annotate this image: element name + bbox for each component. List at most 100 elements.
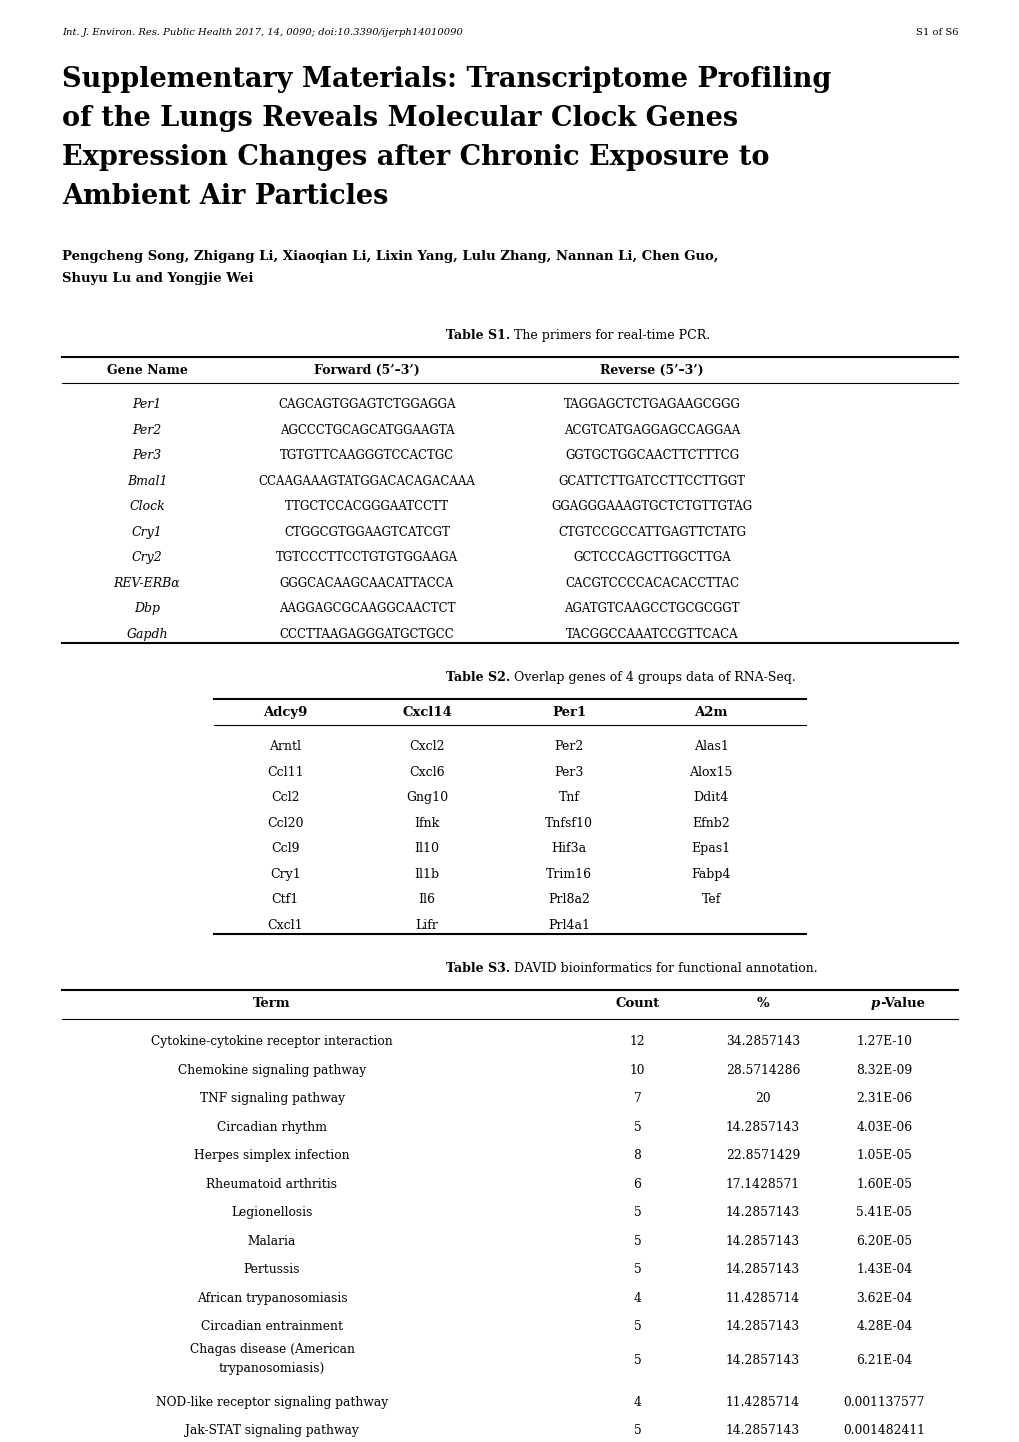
Text: Forward (5’–3’): Forward (5’–3’) bbox=[314, 363, 420, 376]
Text: TNF signaling pathway: TNF signaling pathway bbox=[200, 1092, 344, 1105]
Text: The primers for real-time PCR.: The primers for real-time PCR. bbox=[510, 329, 709, 342]
Text: Per3: Per3 bbox=[132, 450, 161, 463]
Text: Rheumatoid arthritis: Rheumatoid arthritis bbox=[206, 1178, 337, 1191]
Text: Malaria: Malaria bbox=[248, 1234, 296, 1247]
Text: 14.2857143: 14.2857143 bbox=[726, 1321, 799, 1334]
Text: GCATTCTTGATCCTTCCTTGGT: GCATTCTTGATCCTTCCTTGGT bbox=[558, 474, 745, 487]
Text: Clock: Clock bbox=[129, 500, 165, 513]
Text: 1.27E-10: 1.27E-10 bbox=[856, 1035, 911, 1048]
Text: 4: 4 bbox=[633, 1396, 641, 1409]
Text: Ifnk: Ifnk bbox=[414, 818, 439, 831]
Text: Bmal1: Bmal1 bbox=[126, 474, 167, 487]
Text: GGAGGGAAAGTGCTCTGTTGTAG: GGAGGGAAAGTGCTCTGTTGTAG bbox=[551, 500, 752, 513]
Text: Il10: Il10 bbox=[415, 842, 439, 855]
Text: 3.62E-04: 3.62E-04 bbox=[855, 1292, 912, 1305]
Text: GGGCACAAGCAACATTACCA: GGGCACAAGCAACATTACCA bbox=[279, 577, 453, 590]
Text: 14.2857143: 14.2857143 bbox=[726, 1120, 799, 1133]
Text: Prl4a1: Prl4a1 bbox=[547, 919, 590, 932]
Text: Shuyu Lu and Yongjie Wei: Shuyu Lu and Yongjie Wei bbox=[62, 273, 254, 286]
Text: Count: Count bbox=[614, 998, 659, 1011]
Text: Ccl2: Ccl2 bbox=[271, 792, 300, 805]
Text: A2m: A2m bbox=[694, 707, 728, 720]
Text: Il6: Il6 bbox=[418, 894, 435, 907]
Text: Gapdh: Gapdh bbox=[126, 627, 167, 640]
Text: ACGTCATGAGGAGCCAGGAA: ACGTCATGAGGAGCCAGGAA bbox=[564, 424, 740, 437]
Text: 5.41E-05: 5.41E-05 bbox=[856, 1207, 911, 1220]
Text: Ctf1: Ctf1 bbox=[271, 894, 299, 907]
Text: CCAAGAAAGTATGGACACAGACAAA: CCAAGAAAGTATGGACACAGACAAA bbox=[258, 474, 475, 487]
Text: Chagas disease (American: Chagas disease (American bbox=[190, 1343, 355, 1355]
Text: Adcy9: Adcy9 bbox=[263, 707, 307, 720]
Text: 34.2857143: 34.2857143 bbox=[726, 1035, 799, 1048]
Text: AGCCCTGCAGCATGGAAGTA: AGCCCTGCAGCATGGAAGTA bbox=[279, 424, 453, 437]
Text: CTGGCGTGGAAGTCATCGT: CTGGCGTGGAAGTCATCGT bbox=[283, 526, 449, 539]
Text: African trypanosomiasis: African trypanosomiasis bbox=[197, 1292, 347, 1305]
Text: Table S1.: Table S1. bbox=[445, 329, 510, 342]
Text: Per3: Per3 bbox=[554, 766, 583, 779]
Text: 0.001482411: 0.001482411 bbox=[843, 1425, 924, 1438]
Text: Legionellosis: Legionellosis bbox=[231, 1207, 313, 1220]
Text: 7: 7 bbox=[633, 1092, 641, 1105]
Text: Cytokine-cytokine receptor interaction: Cytokine-cytokine receptor interaction bbox=[151, 1035, 392, 1048]
Text: TTGCTCCACGGGAATCCTT: TTGCTCCACGGGAATCCTT bbox=[284, 500, 448, 513]
Text: TACGGCCAAATCCGTTCACA: TACGGCCAAATCCGTTCACA bbox=[566, 627, 738, 640]
Text: 5: 5 bbox=[633, 1234, 641, 1247]
Text: Tnf: Tnf bbox=[558, 792, 579, 805]
Text: Pengcheng Song, Zhigang Li, Xiaoqian Li, Lixin Yang, Lulu Zhang, Nannan Li, Chen: Pengcheng Song, Zhigang Li, Xiaoqian Li,… bbox=[62, 249, 717, 262]
Text: CACGTCCCCACACACCTTAC: CACGTCCCCACACACCTTAC bbox=[565, 577, 739, 590]
Text: Pertussis: Pertussis bbox=[244, 1263, 300, 1276]
Text: 2.31E-06: 2.31E-06 bbox=[855, 1092, 912, 1105]
Text: 6: 6 bbox=[633, 1178, 641, 1191]
Text: 5: 5 bbox=[633, 1354, 641, 1367]
Text: %: % bbox=[756, 998, 768, 1011]
Text: CAGCAGTGGAGTCTGGAGGA: CAGCAGTGGAGTCTGGAGGA bbox=[278, 398, 455, 411]
Text: Tef: Tef bbox=[701, 894, 720, 907]
Text: Lifr: Lifr bbox=[416, 919, 438, 932]
Text: TGTGTTCAAGGGTCCACTGC: TGTGTTCAAGGGTCCACTGC bbox=[279, 450, 453, 463]
Text: 14.2857143: 14.2857143 bbox=[726, 1207, 799, 1220]
Text: 5: 5 bbox=[633, 1263, 641, 1276]
Text: Reverse (5’–3’): Reverse (5’–3’) bbox=[599, 363, 703, 376]
Text: 4: 4 bbox=[633, 1292, 641, 1305]
Text: Table S2.: Table S2. bbox=[445, 671, 510, 684]
Text: Fabp4: Fabp4 bbox=[691, 868, 731, 881]
Text: Ccl9: Ccl9 bbox=[271, 842, 300, 855]
Text: 5: 5 bbox=[633, 1425, 641, 1438]
Text: Supplementary Materials: Transcriptome Profiling: Supplementary Materials: Transcriptome P… bbox=[62, 66, 830, 92]
Text: Per2: Per2 bbox=[554, 740, 583, 753]
Text: AAGGAGCGCAAGGCAACTCT: AAGGAGCGCAAGGCAACTCT bbox=[278, 603, 454, 616]
Text: REV-ERBα: REV-ERBα bbox=[113, 577, 180, 590]
Text: Trim16: Trim16 bbox=[545, 868, 592, 881]
Text: Tnfsf10: Tnfsf10 bbox=[544, 818, 593, 831]
Text: Ddit4: Ddit4 bbox=[693, 792, 728, 805]
Text: Cry1: Cry1 bbox=[270, 868, 301, 881]
Text: 5: 5 bbox=[633, 1207, 641, 1220]
Text: Overlap genes of 4 groups data of RNA-Seq.: Overlap genes of 4 groups data of RNA-Se… bbox=[510, 671, 795, 684]
Text: 14.2857143: 14.2857143 bbox=[726, 1234, 799, 1247]
Text: Herpes simplex infection: Herpes simplex infection bbox=[194, 1149, 350, 1162]
Text: Per2: Per2 bbox=[132, 424, 161, 437]
Text: Per1: Per1 bbox=[551, 707, 586, 720]
Text: 10: 10 bbox=[629, 1064, 645, 1077]
Text: AGATGTCAAGCCTGCGCGGT: AGATGTCAAGCCTGCGCGGT bbox=[564, 603, 739, 616]
Text: Term: Term bbox=[253, 998, 290, 1011]
Text: 17.1428571: 17.1428571 bbox=[726, 1178, 799, 1191]
Text: 5: 5 bbox=[633, 1120, 641, 1133]
Text: 12: 12 bbox=[629, 1035, 645, 1048]
Text: Gng10: Gng10 bbox=[406, 792, 447, 805]
Text: Cxcl1: Cxcl1 bbox=[267, 919, 303, 932]
Text: Per1: Per1 bbox=[132, 398, 161, 411]
Text: Efnb2: Efnb2 bbox=[692, 818, 730, 831]
Text: 6.20E-05: 6.20E-05 bbox=[855, 1234, 912, 1247]
Text: Alox15: Alox15 bbox=[689, 766, 732, 779]
Text: Ambient Air Particles: Ambient Air Particles bbox=[62, 183, 388, 211]
Text: S1 of S6: S1 of S6 bbox=[915, 27, 957, 37]
Text: 8.32E-09: 8.32E-09 bbox=[855, 1064, 912, 1077]
Text: 14.2857143: 14.2857143 bbox=[726, 1263, 799, 1276]
Text: Ccl20: Ccl20 bbox=[267, 818, 303, 831]
Text: Jak-STAT signaling pathway: Jak-STAT signaling pathway bbox=[184, 1425, 359, 1438]
Text: 1.60E-05: 1.60E-05 bbox=[856, 1178, 911, 1191]
Text: Hif3a: Hif3a bbox=[551, 842, 586, 855]
Text: p: p bbox=[870, 998, 879, 1011]
Text: 11.4285714: 11.4285714 bbox=[726, 1292, 799, 1305]
